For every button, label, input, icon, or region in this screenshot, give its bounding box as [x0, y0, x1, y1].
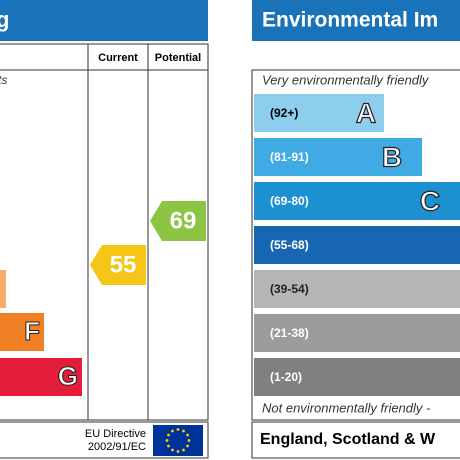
star [176, 428, 180, 431]
band-range: (69-80) [270, 194, 309, 208]
star [187, 439, 191, 442]
star [167, 444, 170, 448]
star [176, 450, 180, 453]
band-range: (21-38) [270, 326, 309, 340]
left-top-note: ts [0, 73, 7, 87]
star [165, 439, 169, 442]
star [182, 429, 185, 433]
band-range: (39-54) [270, 282, 309, 296]
band-letter: G [58, 361, 78, 391]
current-header: Current [98, 52, 138, 64]
potential-arrow [150, 201, 206, 241]
rating-band [0, 358, 82, 396]
rating-band [254, 358, 460, 396]
band-letter: A [356, 97, 376, 128]
star [171, 429, 174, 433]
footer-line2: 2002/91/EC [88, 441, 146, 453]
right-bottom-note: Not environmentally friendly - [262, 400, 431, 415]
right-title-bar [252, 0, 460, 41]
rating-band [254, 270, 460, 308]
star [167, 433, 170, 437]
eu-stars [165, 428, 191, 453]
band-range: (81-91) [270, 150, 309, 164]
right-footer: England, Scotland & W [260, 431, 436, 448]
band-letter: C [420, 185, 440, 216]
star [171, 448, 174, 452]
rating-band [254, 226, 460, 264]
rating-band [254, 94, 384, 132]
rating-band [0, 313, 44, 351]
band-range: (1-20) [270, 370, 302, 384]
rating-band [0, 270, 6, 308]
potential-header: Potential [155, 52, 201, 64]
right-footer-frame [251, 421, 460, 459]
star [182, 448, 185, 452]
star [186, 433, 189, 437]
left-title-bar [0, 0, 208, 41]
potential-arrow-label: 69 [170, 207, 197, 234]
band-letter: B [382, 141, 402, 172]
right-frame [251, 69, 460, 421]
right-title: Environmental Im [262, 9, 438, 32]
band-range: (92+) [270, 106, 298, 120]
left-footer-frame [0, 421, 209, 459]
star [186, 444, 189, 448]
rating-band [254, 182, 460, 220]
current-arrow-label: 55 [110, 251, 137, 278]
footer-line1: EU Directive [85, 428, 146, 440]
rating-band [254, 138, 422, 176]
left-title: g [0, 7, 9, 32]
rating-band [254, 314, 460, 352]
band-range: (55-68) [270, 238, 309, 252]
band-letter: F [24, 316, 40, 346]
left-frame [0, 43, 209, 421]
current-arrow [90, 245, 146, 285]
right-top-note: Very environmentally friendly [262, 72, 430, 87]
